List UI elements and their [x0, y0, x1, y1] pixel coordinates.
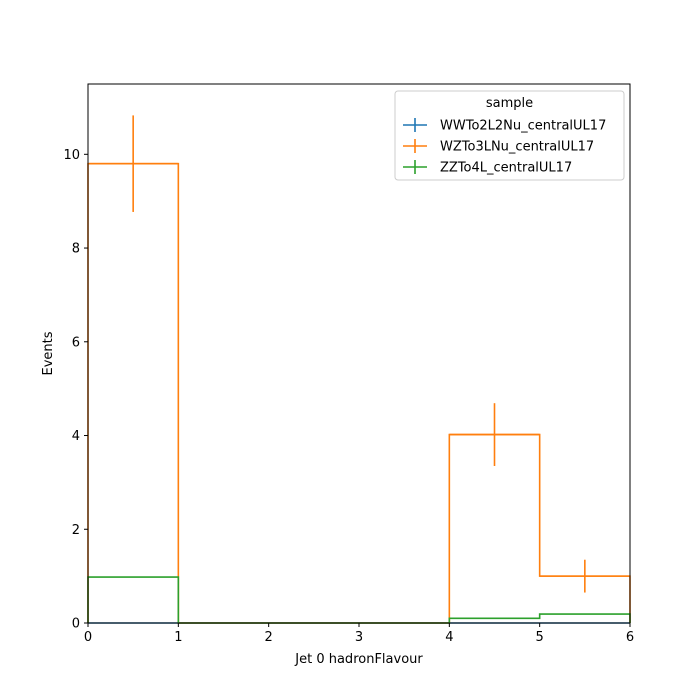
y-tick-label: 8 — [72, 242, 80, 257]
y-axis: 0 2 4 6 8 10 — [63, 148, 88, 632]
x-axis-label: Jet 0 hadronFlavour — [294, 652, 423, 667]
y-tick-label: 2 — [72, 523, 80, 538]
x-axis: 0 1 2 3 4 5 6 — [84, 623, 634, 645]
x-tick-label: 6 — [626, 630, 634, 645]
x-tick-label: 1 — [174, 630, 182, 645]
legend-entry-label: WWTo2L2Nu_centralUL17 — [440, 119, 606, 134]
legend-box — [394, 90, 625, 181]
x-tick-label: 5 — [536, 630, 544, 645]
y-tick-label: 6 — [72, 335, 80, 350]
x-tick-label: 0 — [84, 630, 92, 645]
legend: sample WWTo2L2Nu_centralUL17 WZTo3LNu_cent… — [394, 90, 625, 181]
x-tick-label: 4 — [445, 630, 453, 645]
y-axis-label: Events — [41, 331, 56, 375]
legend-entry-label: WZTo3LNu_centralUL17 — [440, 140, 594, 155]
x-tick-label: 3 — [355, 630, 363, 645]
y-tick-label: 0 — [72, 617, 80, 632]
legend-title: sample — [486, 96, 533, 111]
x-tick-label: 2 — [265, 630, 273, 645]
y-tick-label: 10 — [63, 148, 80, 163]
legend-entry-label: ZZTo4L_centralUL17 — [440, 161, 572, 176]
y-tick-label: 4 — [72, 429, 80, 444]
